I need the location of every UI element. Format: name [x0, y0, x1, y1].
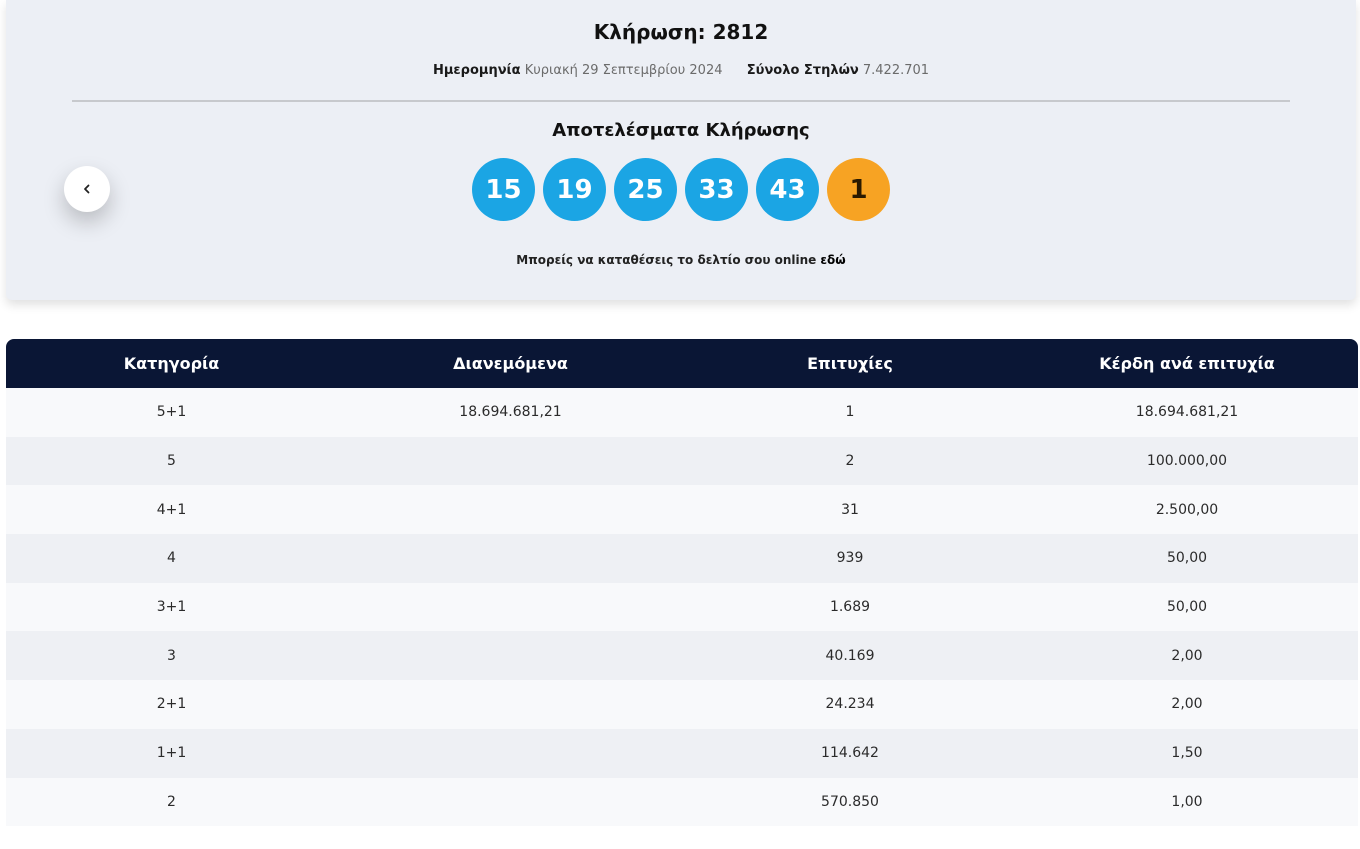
cell-winners: 2: [845, 453, 855, 470]
cell-category: 4: [167, 550, 176, 567]
cell-distributed: [337, 729, 684, 778]
cell-winners: 31: [841, 501, 859, 518]
cell-distributed: [337, 778, 684, 827]
previous-draw-button[interactable]: [64, 166, 110, 212]
header-category: Κατηγορία: [123, 354, 220, 373]
table-row: 1+1 114.642 1,50: [6, 728, 1358, 778]
cell-winners: 114.642: [821, 745, 879, 762]
cell-prize: 50,00: [1166, 550, 1208, 567]
cell-prize: 2,00: [1171, 647, 1203, 664]
cell-prize: 50,00: [1166, 599, 1208, 616]
cell-winners: 570.850: [821, 793, 879, 810]
cell-category: 5: [167, 453, 176, 470]
date-label: Ημερομηνία: [432, 63, 521, 78]
table-row: 2 570.850 1,00: [6, 777, 1358, 827]
draw-title: Κλήρωση: 2812: [593, 20, 769, 44]
cell-category: 5+1: [156, 404, 187, 421]
table-header-row: Κατηγορία Διανεμόμενα Επιτυχίες Κέρδη αν…: [6, 339, 1358, 388]
cell-prize: 1,50: [1171, 745, 1203, 762]
chevron-left-icon: [84, 184, 90, 194]
cell-distributed: [337, 583, 684, 632]
cell-winners: 40.169: [825, 647, 875, 664]
number-ball: 33: [685, 158, 748, 221]
columns-value: 7.422.701: [862, 63, 930, 78]
cell-winners: 1.689: [829, 599, 871, 616]
cell-winners: 24.234: [825, 696, 875, 713]
online-bet-text: Μπορείς να καταθέσεις το δελτίο σου onli…: [6, 253, 1356, 267]
table-row: 2+1 24.234 2,00: [6, 680, 1358, 729]
cell-winners: 939: [836, 550, 864, 567]
bonus-ball: 1: [827, 158, 890, 221]
winning-numbers: 15 19 25 33 43 1: [6, 158, 1356, 221]
draw-meta: Ημερομηνία Κυριακή 29 Σεπτεμβρίου 2024 Σ…: [6, 63, 1356, 78]
cell-distributed: [337, 485, 684, 534]
cell-prize: 2,00: [1171, 696, 1203, 713]
cell-prize: 18.694.681,21: [1135, 404, 1239, 421]
cell-category: 1+1: [156, 745, 187, 762]
number-ball: 19: [543, 158, 606, 221]
cell-category: 2: [167, 793, 176, 810]
header-prize-per-winner: Κέρδη ανά επιτυχία: [1099, 354, 1275, 373]
prize-table: Κατηγορία Διανεμόμενα Επιτυχίες Κέρδη αν…: [6, 339, 1358, 827]
table-row: 4 939 50,00: [6, 534, 1358, 583]
cell-prize: 2.500,00: [1155, 501, 1219, 518]
columns-label: Σύνολο Στηλών: [746, 63, 859, 78]
results-title: Αποτελέσματα Κλήρωσης: [552, 120, 810, 141]
online-bet-label: Μπορείς να καταθέσεις το δελτίο σου onli…: [516, 253, 817, 267]
header-winners: Επιτυχίες: [807, 354, 893, 373]
table-row: 4+1 31 2.500,00: [6, 485, 1358, 535]
online-bet-link[interactable]: εδώ: [820, 253, 846, 267]
header-distributed: Διανεμόμενα: [453, 354, 568, 373]
cell-distributed: [337, 534, 684, 583]
cell-category: 3: [167, 647, 176, 664]
table-row: 3+1 1.689 50,00: [6, 582, 1358, 632]
cell-distributed: [337, 437, 684, 486]
divider: [72, 100, 1290, 102]
cell-distributed: 18.694.681,21: [459, 404, 562, 421]
cell-distributed: [337, 631, 684, 680]
table-row: 5 2 100.000,00: [6, 436, 1358, 486]
cell-distributed: [337, 680, 684, 729]
cell-winners: 1: [845, 404, 855, 421]
number-ball: 25: [614, 158, 677, 221]
draw-panel: Κλήρωση: 2812 Ημερομηνία Κυριακή 29 Σεπτ…: [6, 0, 1356, 300]
cell-prize: 100.000,00: [1146, 453, 1228, 470]
number-ball: 15: [472, 158, 535, 221]
cell-prize: 1,00: [1171, 793, 1203, 810]
table-row: 3 40.169 2,00: [6, 631, 1358, 681]
cell-category: 2+1: [156, 696, 187, 713]
cell-category: 4+1: [156, 501, 187, 518]
cell-category: 3+1: [156, 599, 187, 616]
table-row: 5+1 18.694.681,21 1 18.694.681,21: [6, 388, 1358, 437]
number-ball: 43: [756, 158, 819, 221]
date-value: Κυριακή 29 Σεπτεμβρίου 2024: [524, 63, 723, 78]
